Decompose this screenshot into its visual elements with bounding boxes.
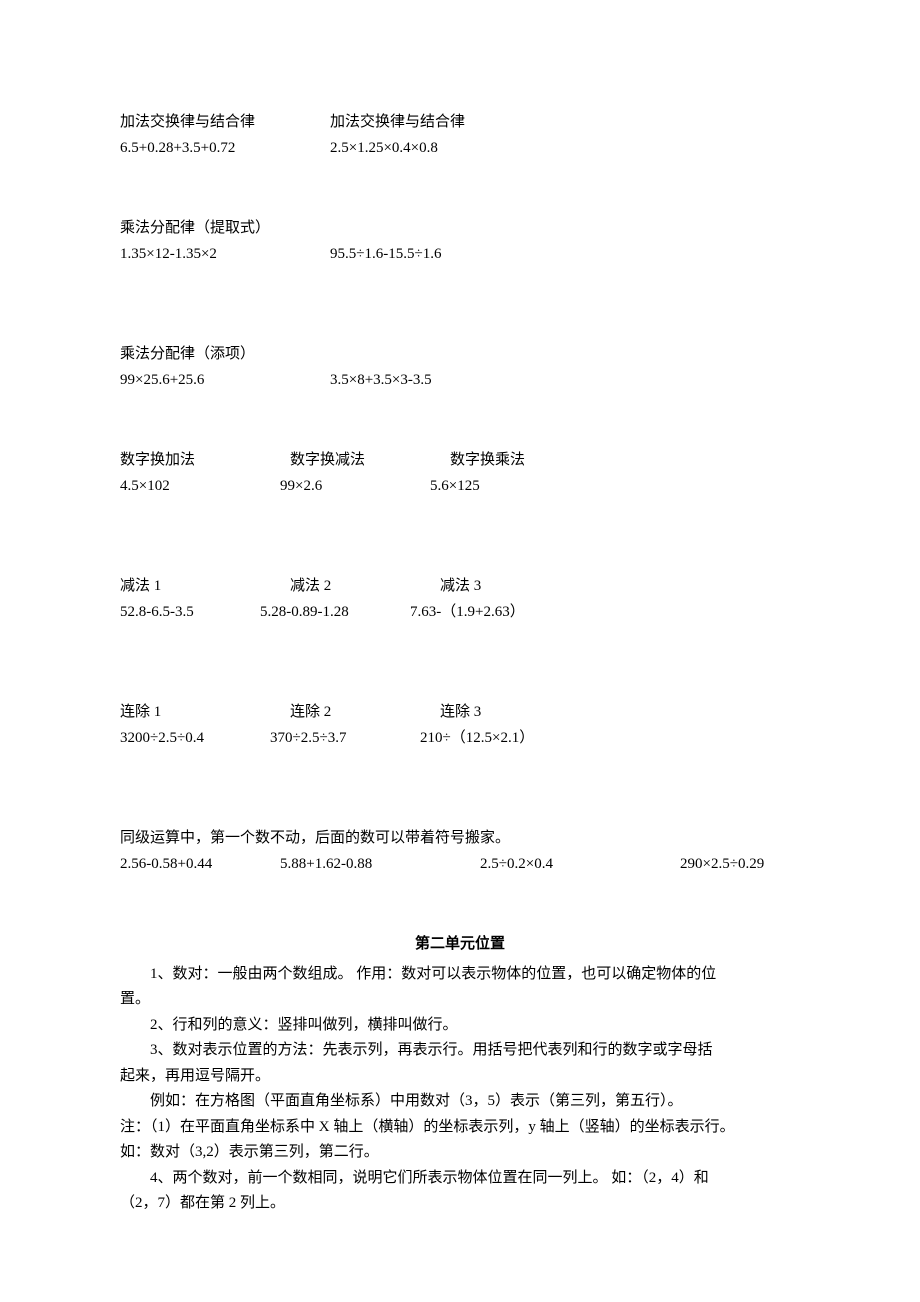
expression: 3200÷2.5÷0.4 (120, 726, 270, 752)
label: 连除 1 (120, 700, 290, 726)
block-distributive-add: 乘法分配律（添项） 99×25.6+25.6 3.5×8+3.5×3-3.5 (120, 342, 800, 393)
expression: 210÷（12.5×2.1） (420, 726, 534, 752)
label: 连除 2 (290, 700, 440, 726)
label: 减法 3 (440, 574, 481, 600)
label: 数字换加法 (120, 448, 290, 474)
expression: 99×2.6 (280, 474, 430, 500)
block-same-level: 同级运算中，第一个数不动，后面的数可以带着符号搬家。 2.56-0.58+0.4… (120, 826, 800, 877)
note-text: 同级运算中，第一个数不动，后面的数可以带着符号搬家。 (120, 826, 800, 852)
label: 乘法分配律（提取式） (120, 216, 270, 242)
paragraph: 4、两个数对，前一个数相同，说明它们所表示物体位置在同一列上。 如：（2，4）和 (120, 1166, 800, 1192)
label: 数字换减法 (290, 448, 450, 474)
expression: 2.5×1.25×0.4×0.8 (330, 136, 438, 162)
expression: 370÷2.5÷3.7 (270, 726, 420, 752)
block-distributive-extract: 乘法分配律（提取式） 1.35×12-1.35×2 95.5÷1.6-15.5÷… (120, 216, 800, 267)
expression: 5.88+1.62-0.88 (280, 852, 480, 878)
label: 连除 3 (440, 700, 481, 726)
paragraph: 3、数对表示位置的方法：先表示列，再表示行。用括号把代表列和行的数字或字母括 (120, 1038, 800, 1064)
paragraph: 2、行和列的意义：竖排叫做列，横排叫做行。 (120, 1013, 800, 1039)
paragraph: （2，7）都在第 2 列上。 (120, 1191, 800, 1217)
expression: 6.5+0.28+3.5+0.72 (120, 136, 330, 162)
page: 加法交换律与结合律 加法交换律与结合律 6.5+0.28+3.5+0.72 2.… (0, 0, 920, 1302)
unit-title: 第二单元位置 (120, 932, 800, 958)
paragraph: 如：数对（3,2）表示第三列，第二行。 (120, 1140, 800, 1166)
label: 减法 2 (290, 574, 440, 600)
label: 减法 1 (120, 574, 290, 600)
label: 数字换乘法 (450, 448, 525, 474)
block-add-laws: 加法交换律与结合律 加法交换律与结合律 6.5+0.28+3.5+0.72 2.… (120, 110, 800, 161)
label: 加法交换律与结合律 (120, 110, 330, 136)
paragraph: 1、数对：一般由两个数组成。 作用：数对可以表示物体的位置，也可以确定物体的位 (120, 962, 800, 988)
expression: 5.6×125 (430, 474, 480, 500)
expression: 4.5×102 (120, 474, 280, 500)
block-subtraction: 减法 1 减法 2 减法 3 52.8-6.5-3.5 5.28-0.89-1.… (120, 574, 800, 625)
label: 乘法分配律（添项） (120, 342, 255, 368)
paragraph: 起来，再用逗号隔开。 (120, 1064, 800, 1090)
paragraph: 注：（1）在平面直角坐标系中 X 轴上（横轴）的坐标表示列，y 轴上（竖轴）的坐… (120, 1115, 800, 1141)
expression: 99×25.6+25.6 (120, 368, 330, 394)
expression: 1.35×12-1.35×2 (120, 242, 330, 268)
paragraph: 例如：在方格图（平面直角坐标系）中用数对（3，5）表示（第三列，第五行）。 (120, 1089, 800, 1115)
expression: 2.5÷0.2×0.4 (480, 852, 680, 878)
block-division: 连除 1 连除 2 连除 3 3200÷2.5÷0.4 370÷2.5÷3.7 … (120, 700, 800, 751)
expression: 5.28-0.89-1.28 (260, 600, 410, 626)
expression: 290×2.5÷0.29 (680, 852, 764, 878)
expression: 95.5÷1.6-15.5÷1.6 (330, 242, 441, 268)
label: 加法交换律与结合律 (330, 110, 465, 136)
expression: 7.63-（1.9+2.63） (410, 600, 525, 626)
expression: 52.8-6.5-3.5 (120, 600, 260, 626)
block-number-swap: 数字换加法 数字换减法 数字换乘法 4.5×102 99×2.6 5.6×125 (120, 448, 800, 499)
paragraph: 置。 (120, 987, 800, 1013)
expression: 3.5×8+3.5×3-3.5 (330, 368, 432, 394)
expression: 2.56-0.58+0.44 (120, 852, 280, 878)
